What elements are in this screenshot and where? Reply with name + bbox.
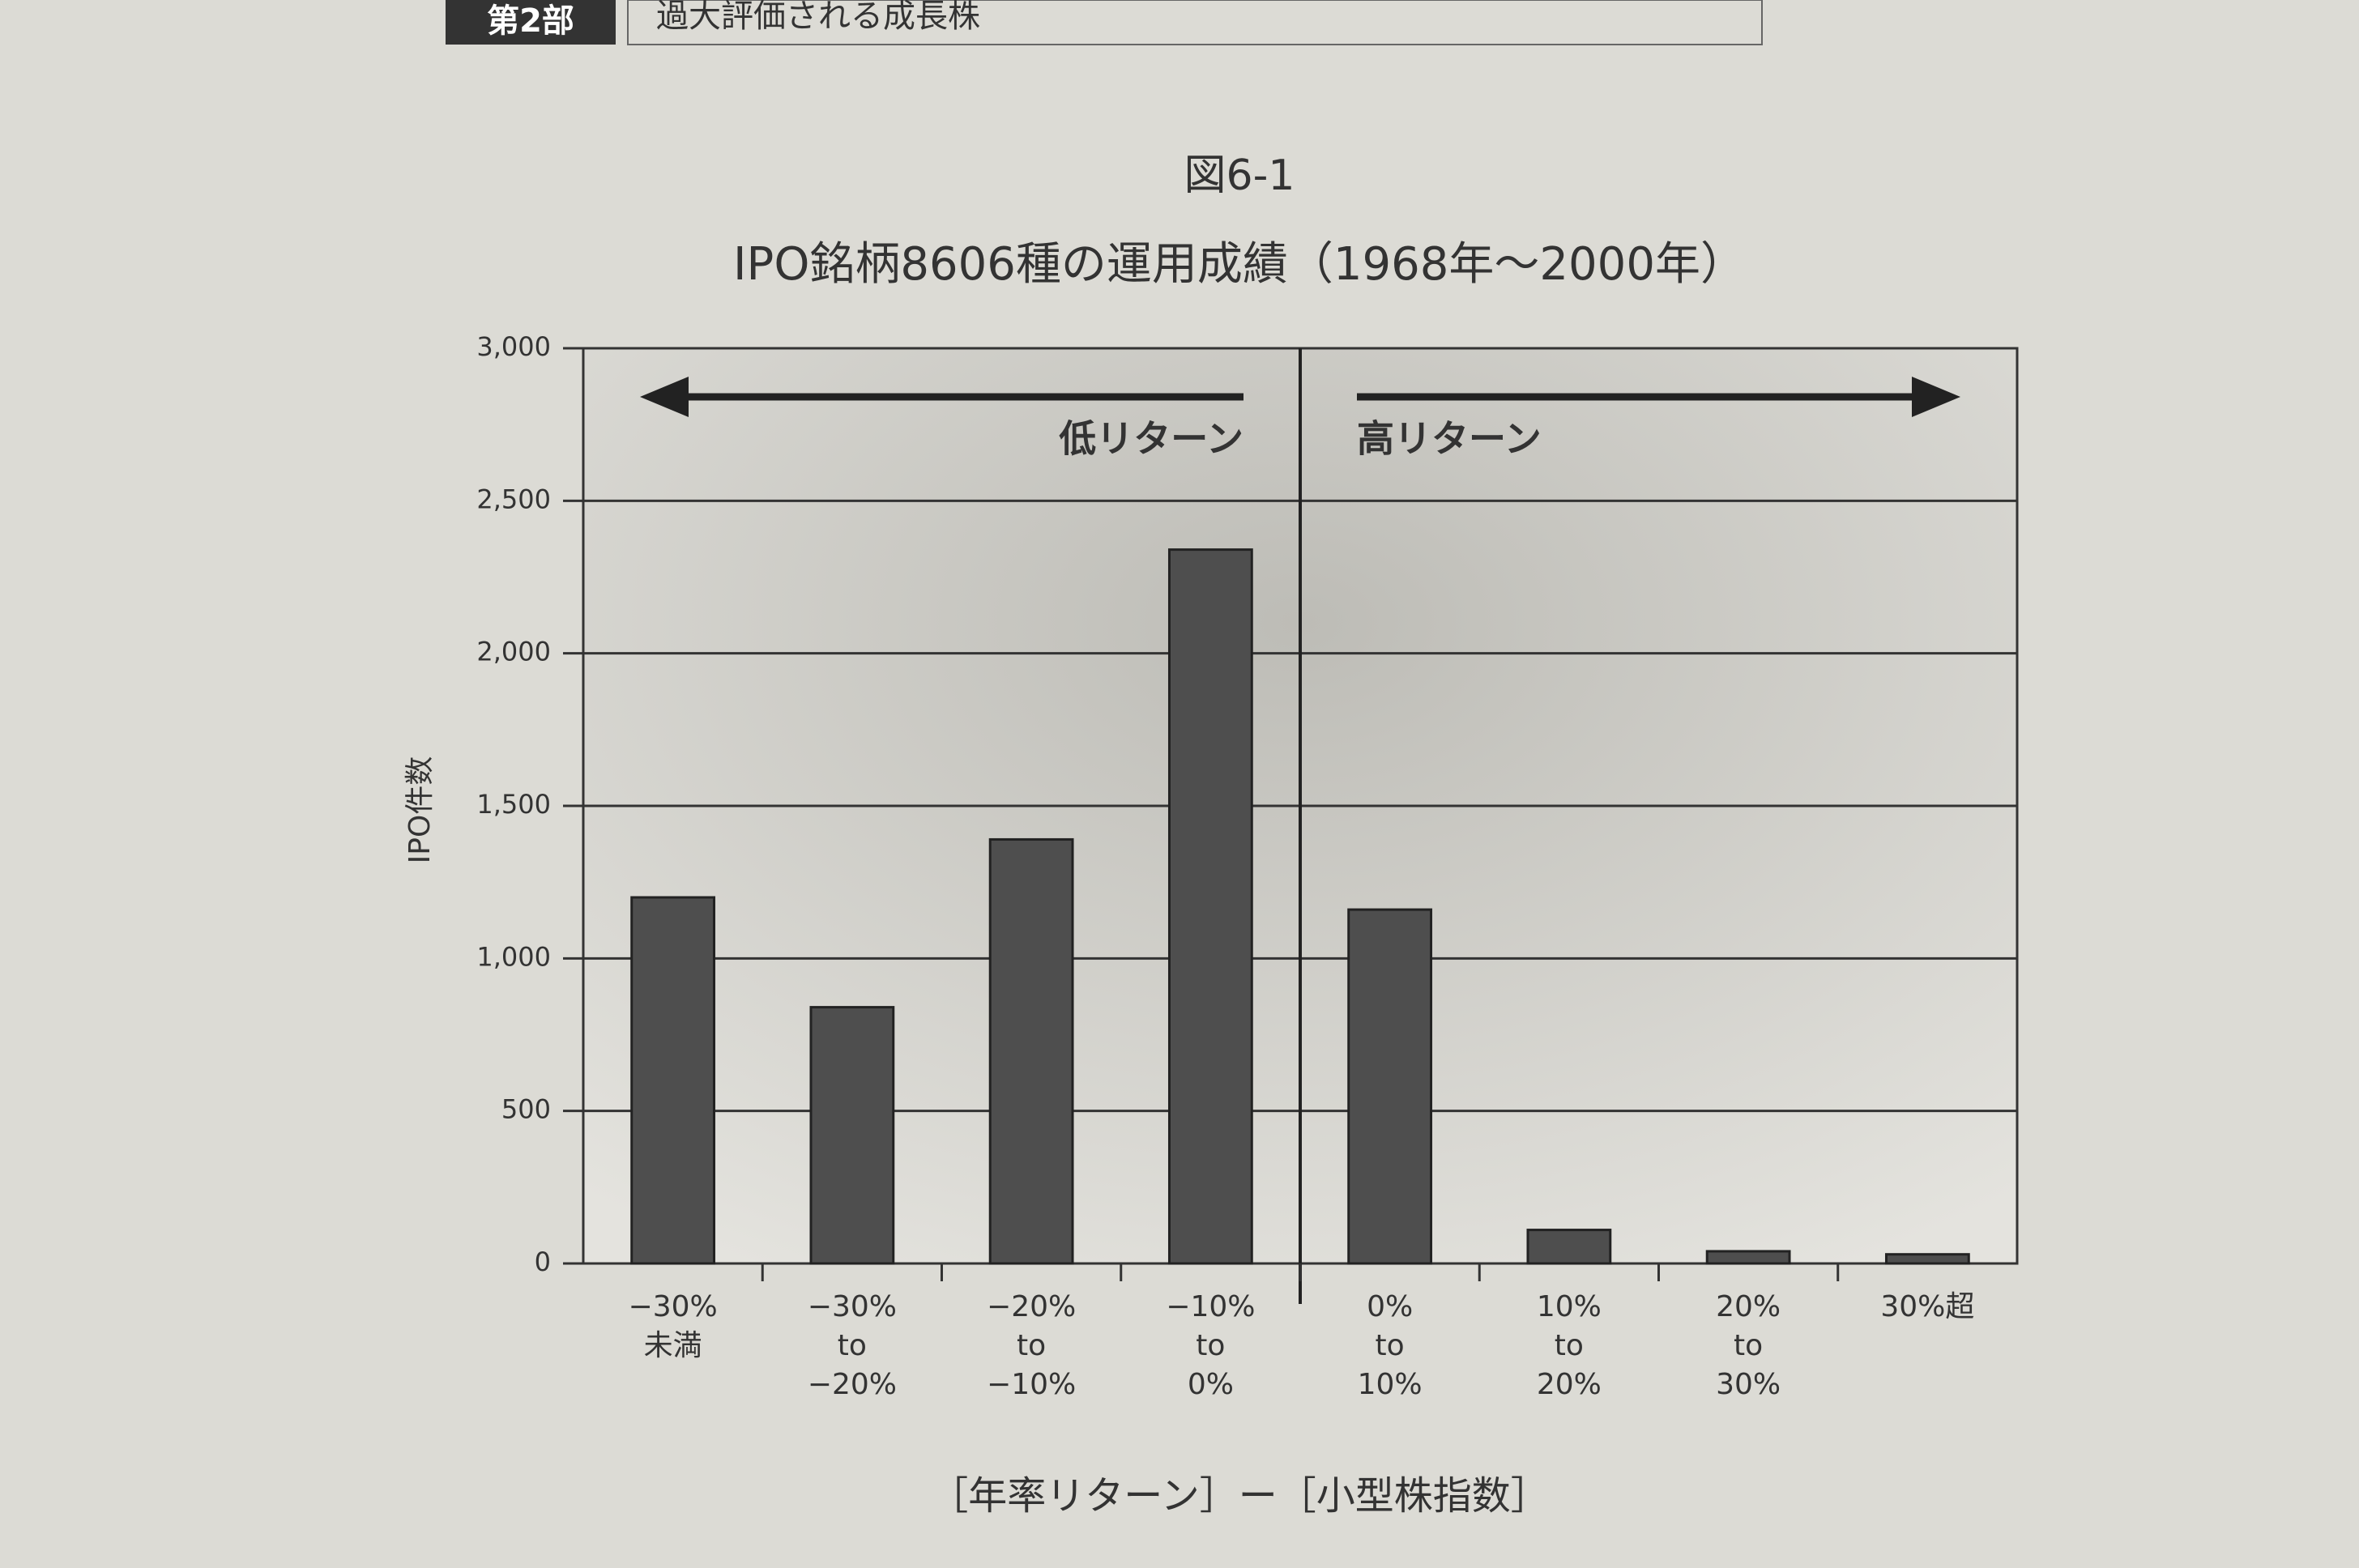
chart-title: 図6-1 [1184,151,1295,200]
y-axis-title: IPO件数 [403,756,437,864]
x-tick-label: 30%超 [1880,1290,1974,1323]
y-tick-label: 1,000 [476,941,551,972]
x-tick-label: to [1376,1329,1405,1362]
bar [1705,1250,1791,1265]
x-tick-label: −30% [808,1290,897,1323]
header-title: 過大評価される成長株 [656,0,980,35]
y-tick-label: 2,500 [476,484,551,514]
x-tick-label: to [1555,1329,1584,1362]
part-badge [446,0,616,45]
arrowhead-left [640,377,689,417]
annotation: 高リターン [1357,417,1542,461]
x-tick-label: 30% [1716,1368,1781,1401]
x-tick-label: 20% [1716,1290,1781,1323]
x-tick-label: 0% [1188,1368,1234,1401]
bar [988,837,1074,1265]
bar [630,896,716,1265]
y-tick-label: 2,000 [476,637,551,667]
x-tick-label: to [1196,1329,1225,1362]
x-tick-label: to [838,1329,867,1362]
x-tick-label: −20% [808,1368,897,1401]
x-axis-title: ［年率リターン］ー［小型株指数］ [929,1473,1550,1519]
y-tick-label: 3,000 [476,331,551,362]
annotation: 低リターン [1059,417,1243,461]
bar [1526,1229,1612,1265]
x-tick-label: −10% [1166,1290,1255,1323]
header-frame [627,0,1763,45]
bar [1167,548,1253,1265]
bar [1347,908,1433,1265]
x-tick-label: 10% [1358,1368,1423,1401]
x-tick-label: −30% [629,1290,718,1323]
x-tick-label: to [1017,1329,1046,1362]
x-tick-label: −20% [987,1290,1076,1323]
y-tick-label: 0 [535,1246,551,1277]
x-tick-label: 0% [1367,1290,1413,1323]
bar [1884,1253,1970,1265]
arrowhead-right [1912,377,1960,417]
part-label: 第2部 [487,2,574,40]
x-tick-label: to [1734,1329,1763,1362]
x-tick-label: 未満 [644,1329,702,1362]
x-tick-label: 10% [1537,1290,1602,1323]
bar [809,1006,895,1265]
chart-subtitle: IPO銘柄8606種の運用成績（1968年～2000年） [733,238,1746,291]
x-tick-label: −10% [987,1368,1076,1401]
x-tick-label: 20% [1537,1368,1602,1401]
y-tick-label: 1,500 [476,789,551,820]
y-tick-label: 500 [501,1094,551,1125]
